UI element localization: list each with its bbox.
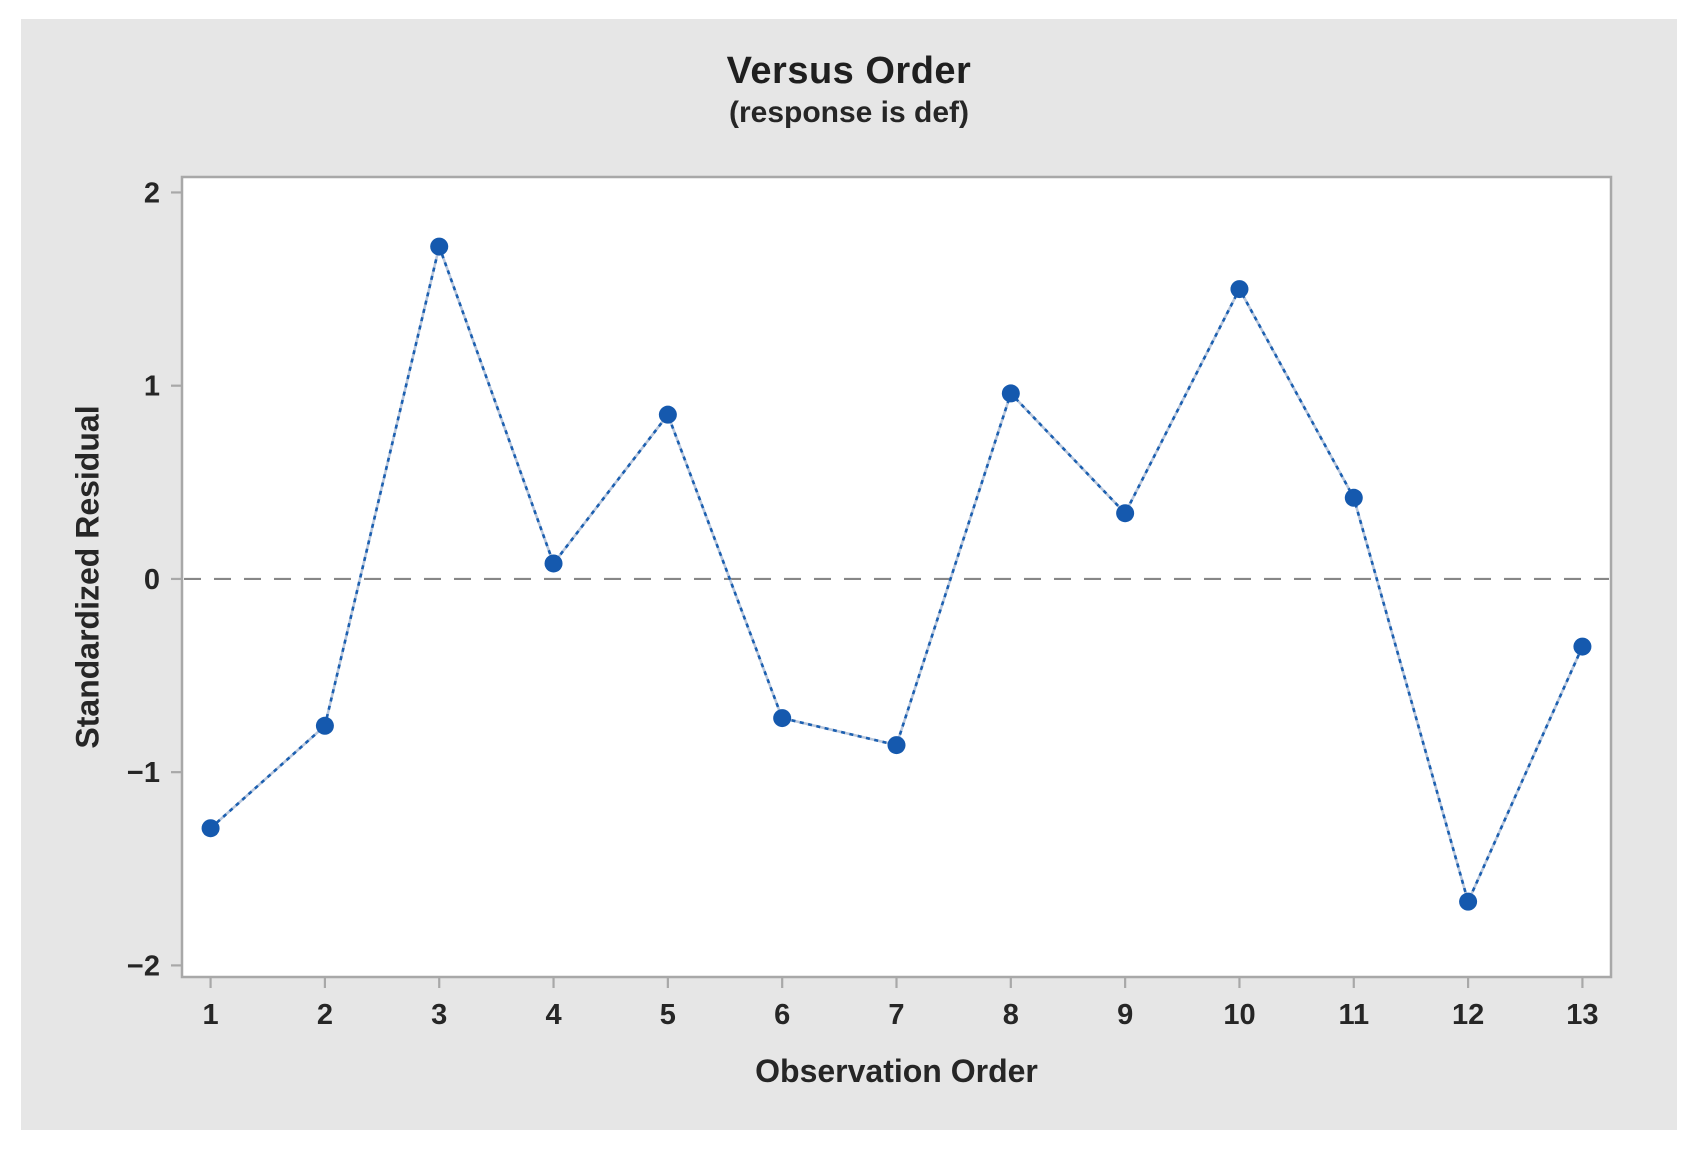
y-tick-label: −2: [127, 950, 160, 982]
data-point: [887, 736, 906, 755]
x-tick-label: 13: [1566, 999, 1598, 1031]
y-tick-label: 2: [144, 177, 160, 209]
data-point: [315, 716, 334, 735]
data-point: [773, 709, 792, 728]
x-tick-label: 12: [1452, 999, 1484, 1031]
data-point: [1344, 488, 1363, 507]
plot-area: [180, 175, 1613, 979]
x-tick-label: 7: [888, 999, 904, 1031]
data-point: [201, 819, 220, 838]
x-tick-label: 4: [545, 999, 561, 1031]
y-tick-label: 0: [144, 564, 160, 596]
x-tick-label: 11: [1338, 999, 1369, 1031]
data-point: [1573, 637, 1592, 656]
x-tick-label: 2: [317, 999, 333, 1031]
x-tick-label: 5: [660, 999, 676, 1031]
x-tick-label: 1: [203, 999, 219, 1031]
chart-title: Versus Order: [726, 50, 972, 92]
x-axis-title: Observation Order: [755, 1053, 1038, 1089]
chart-subtitle: (response is def): [728, 96, 970, 129]
y-axis-title: Standardized Residual: [69, 405, 106, 749]
data-point: [1459, 892, 1478, 911]
data-point: [1116, 504, 1135, 523]
data-point: [544, 554, 563, 573]
x-tick-label: 9: [1117, 999, 1133, 1031]
data-point: [430, 237, 449, 256]
x-tick-label: 8: [1003, 999, 1019, 1031]
y-tick-label: −1: [127, 757, 160, 789]
data-point: [1001, 384, 1020, 403]
data-point: [658, 405, 677, 424]
y-tick-label: 1: [144, 371, 160, 403]
data-point: [1230, 280, 1249, 299]
x-tick-label: 6: [774, 999, 790, 1031]
x-tick-label: 3: [431, 999, 447, 1031]
x-tick-label: 10: [1223, 999, 1255, 1031]
